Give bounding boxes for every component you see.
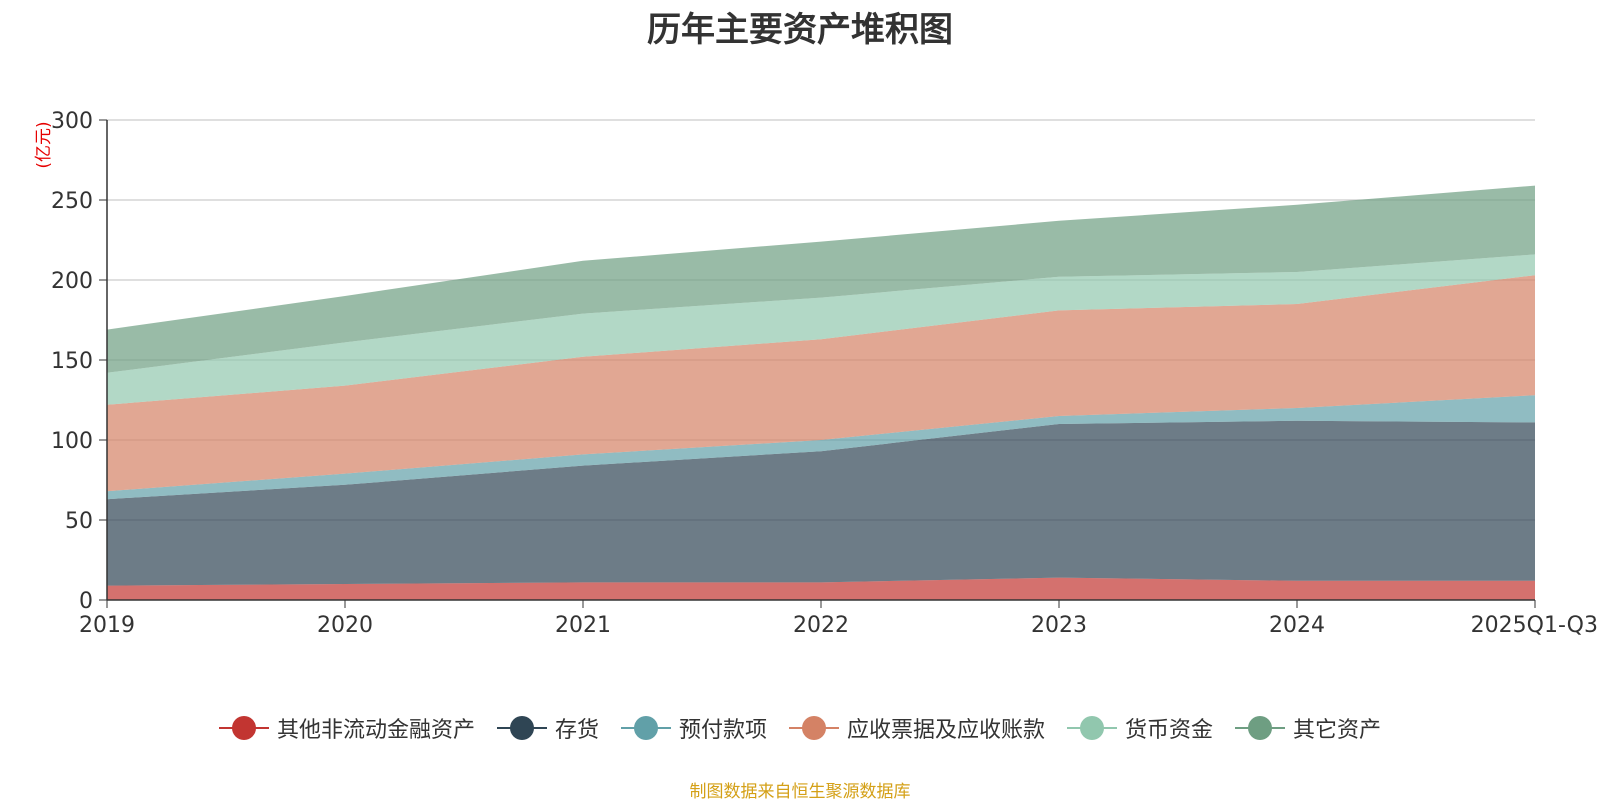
y-tick-label: 100	[51, 429, 93, 454]
area-series-6[interactable]	[107, 185, 1535, 373]
y-axis-unit-label: (亿元)	[34, 121, 54, 168]
legend: 其他非流动金融资产 存货 预付款项 应收票据及应收账款 货币资金 其它资产	[0, 712, 1600, 744]
x-tick-label: 2025Q1-Q3	[1471, 613, 1598, 638]
x-tick-label: 2024	[1269, 613, 1325, 638]
legend-label: 其它资产	[1293, 718, 1382, 743]
legend-marker-icon	[1235, 716, 1286, 740]
y-tick-label: 300	[51, 109, 93, 134]
area-series-1[interactable]	[107, 577, 1535, 600]
area-series-4[interactable]	[107, 275, 1535, 492]
legend-item-3[interactable]: 预付款项	[620, 712, 767, 744]
stacked-areas	[107, 185, 1535, 600]
legend-item-4[interactable]: 应收票据及应收账款	[789, 712, 1045, 744]
legend-item-2[interactable]: 存货	[496, 712, 599, 744]
x-tick-label: 2022	[793, 613, 849, 638]
legend-item-1[interactable]: 其他非流动金融资产	[218, 712, 475, 744]
legend-label: 货币资金	[1125, 718, 1214, 743]
y-tick-label: 150	[51, 349, 93, 374]
x-tick-label: 2021	[555, 613, 611, 638]
legend-label: 存货	[554, 718, 599, 743]
legend-label: 应收票据及应收账款	[847, 718, 1046, 743]
legend-marker-icon	[789, 716, 839, 740]
y-tick-label: 50	[65, 509, 93, 534]
y-tick-label: 200	[51, 269, 93, 294]
chart-title: 历年主要资产堆积图	[647, 10, 953, 50]
legend-item-5[interactable]: 货币资金	[1067, 712, 1213, 744]
y-tick-label: 250	[51, 189, 93, 214]
x-tick-label: 2023	[1031, 613, 1087, 638]
x-tick-label: 2019	[79, 613, 135, 638]
legend-marker-icon	[1067, 716, 1118, 740]
area-series-5[interactable]	[107, 254, 1535, 405]
x-tick-label: 2020	[317, 613, 373, 638]
tick-labels: 0 50 100 150 200 250 300 2019 2020 2021 2022 2023 20…	[51, 109, 1598, 638]
source-note: 制图数据来自恒生聚源数据库	[689, 782, 911, 802]
y-tick-label: 0	[79, 589, 93, 614]
legend-marker-icon	[496, 716, 547, 740]
legend-marker-icon	[218, 716, 269, 740]
legend-marker-icon	[620, 716, 671, 740]
axes	[99, 119, 1536, 608]
area-series-3[interactable]	[107, 395, 1535, 500]
area-series-2[interactable]	[107, 420, 1535, 586]
legend-label: 其他非流动金融资产	[276, 718, 475, 743]
legend-item-6[interactable]: 其它资产	[1235, 712, 1381, 744]
legend-label: 预付款项	[678, 718, 767, 743]
